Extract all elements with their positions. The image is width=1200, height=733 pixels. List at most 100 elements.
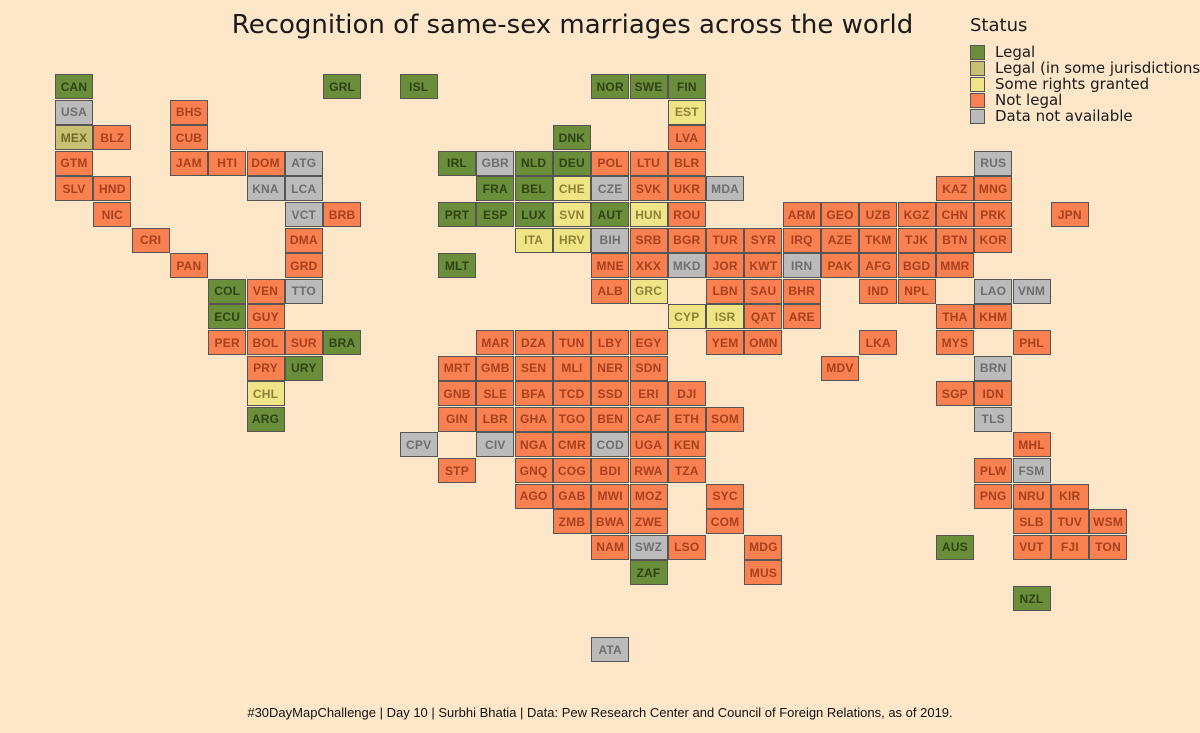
tile-nam: NAM [591,534,630,560]
tile-btn: BTN [935,227,974,253]
tile-bel: BEL [514,176,553,202]
tile-fra: FRA [476,176,515,202]
tile-hnd: HND [93,176,132,202]
tile-pry: PRY [246,355,285,381]
tile-sgp: SGP [935,381,974,407]
legend-label-legal: Legal [995,43,1036,61]
legend-item-na: Data not available [970,108,1200,124]
tile-ssd: SSD [591,381,630,407]
tile-est: EST [667,99,706,125]
tile-lux: LUX [514,202,553,227]
tile-gbr: GBR [476,150,515,176]
legend-label-partial: Legal (in some jurisdictions) [995,59,1200,77]
tile-zwe: ZWE [629,509,668,535]
tile-syr: SYR [744,227,783,253]
tile-kwt: KWT [744,253,783,279]
tile-fsm: FSM [1012,458,1051,483]
tile-xkx: XKX [629,253,668,279]
tile-nor: NOR [591,74,630,99]
tile-plw: PLW [974,458,1013,483]
tile-aus: AUS [935,534,974,560]
tile-fji: FJI [1050,534,1089,560]
tile-can: CAN [55,74,93,99]
tile-jor: JOR [706,253,745,279]
tile-lby: LBY [591,330,630,355]
tile-caf: CAF [629,406,668,432]
legend-title: Status [970,15,1028,36]
tile-wsm: WSM [1089,509,1128,535]
tile-bra: BRA [323,330,362,355]
tile-ner: NER [591,355,630,381]
tile-blr: BLR [667,150,706,176]
tile-gmb: GMB [476,355,515,381]
tile-mne: MNE [591,253,630,279]
tile-deu: DEU [552,150,591,176]
tile-dom: DOM [246,150,285,176]
tile-brb: BRB [323,202,362,227]
tile-pol: POL [591,150,630,176]
tile-lbr: LBR [476,406,515,432]
tile-cog: COG [552,458,591,483]
tile-egy: EGY [629,330,668,355]
tile-cze: CZE [591,176,630,202]
tile-lbn: LBN [706,278,745,304]
tile-phl: PHL [1012,330,1051,355]
legend-item-legal: Legal [970,44,1200,60]
tile-alb: ALB [591,278,630,304]
tile-bfa: BFA [514,381,553,407]
tile-lka: LKA [859,330,898,355]
tile-mrt: MRT [438,355,476,381]
tile-uzb: UZB [859,202,898,227]
tile-eri: ERI [629,381,668,407]
tile-mwi: MWI [591,483,630,509]
tile-grc: GRC [629,278,668,304]
tile-dza: DZA [514,330,553,355]
legend-item-rights: Some rights granted [970,76,1200,92]
legend-swatch-na [970,108,985,124]
tile-tun: TUN [552,330,591,355]
tile-rus: RUS [974,150,1013,176]
caption: #30DayMapChallenge | Day 10 | Surbhi Bha… [247,705,953,720]
tile-bdi: BDI [591,458,630,483]
tile-tls: TLS [974,406,1013,432]
tile-tjk: TJK [897,227,936,253]
tile-kor: KOR [974,227,1013,253]
tile-per: PER [208,330,247,355]
tile-srb: SRB [629,227,668,253]
tile-afg: AFG [859,253,898,279]
tile-rou: ROU [667,202,706,227]
tile-esp: ESP [476,202,515,227]
tile-sle: SLE [476,381,515,407]
tile-ecu: ECU [208,304,247,330]
tile-swe: SWE [629,74,668,99]
tile-idn: IDN [974,381,1013,407]
tile-sdn: SDN [629,355,668,381]
tile-grl: GRL [323,74,362,99]
tile-ltu: LTU [629,150,668,176]
tile-tuv: TUV [1050,509,1089,535]
tile-isr: ISR [706,304,745,330]
tile-mng: MNG [974,176,1013,202]
tile-dnk: DNK [552,125,591,151]
tile-cpv: CPV [399,432,438,458]
legend-swatch-rights [970,76,985,92]
tile-ton: TON [1089,534,1128,560]
tile-pak: PAK [821,253,859,279]
tile-cri: CRI [131,227,170,253]
legend-item-partial: Legal (in some jurisdictions) [970,60,1200,76]
tile-prt: PRT [438,202,476,227]
tile-cod: COD [591,432,630,458]
tile-gin: GIN [438,406,476,432]
tile-mlt: MLT [438,253,476,279]
tile-fin: FIN [667,74,706,99]
tile-ven: VEN [246,278,285,304]
tile-chl: CHL [246,381,285,407]
tile-bol: BOL [246,330,285,355]
tile-aut: AUT [591,202,630,227]
tile-aze: AZE [821,227,859,253]
legend-label-rights: Some rights granted [995,75,1150,93]
tile-mmr: MMR [935,253,974,279]
tile-stp: STP [438,458,476,483]
tile-jpn: JPN [1050,202,1089,227]
legend-label-notlegal: Not legal [995,91,1063,109]
